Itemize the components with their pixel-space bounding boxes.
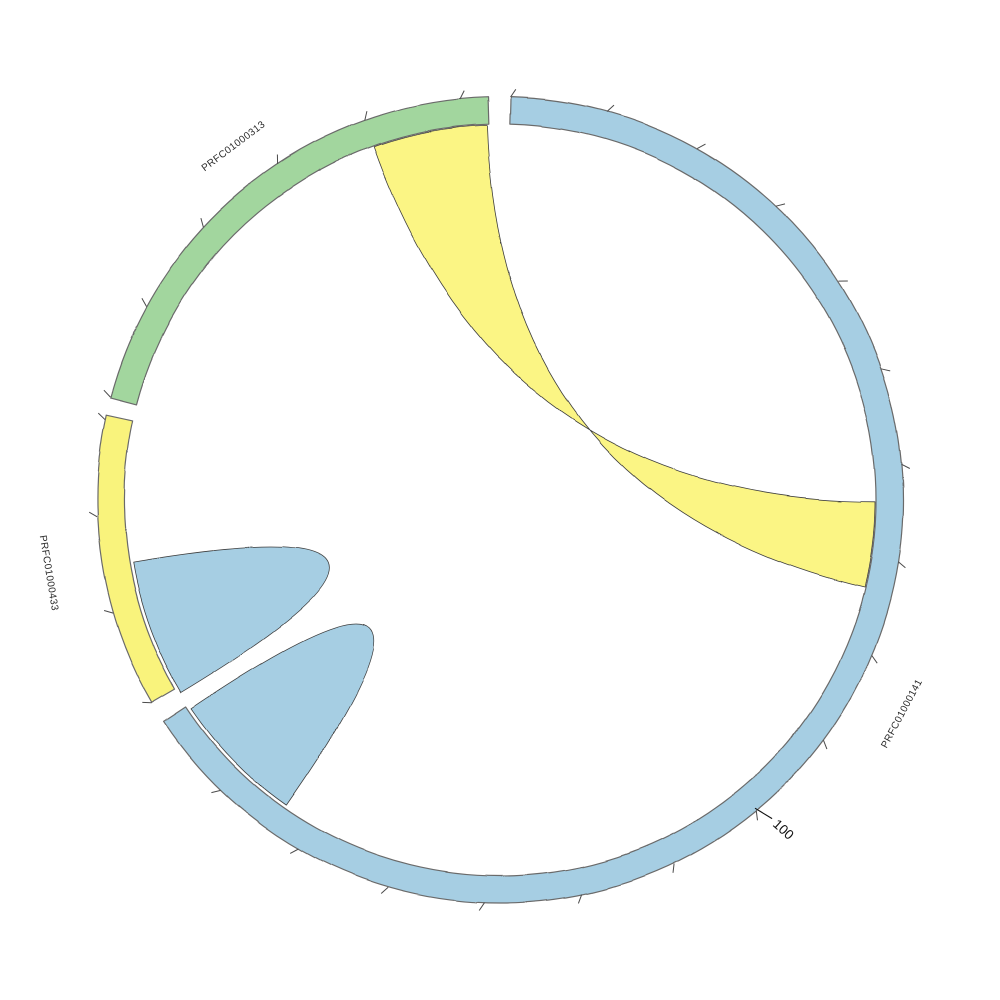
axis-ticks-layer bbox=[88, 89, 911, 911]
sector-arc-PRFC01000433 bbox=[96, 413, 176, 704]
sector-label-PRFC01000141: PRFC01000141 bbox=[879, 677, 925, 750]
axis-tick bbox=[880, 368, 891, 372]
axis-tick bbox=[103, 610, 114, 614]
ribbons-layer bbox=[132, 124, 876, 806]
axis-tick bbox=[510, 89, 517, 98]
axis-tick bbox=[459, 90, 465, 100]
axis-tick bbox=[380, 886, 389, 894]
axis-tick bbox=[200, 217, 204, 228]
sector-arcs-layer bbox=[96, 96, 904, 904]
axis-tick bbox=[897, 561, 906, 569]
axis-tick bbox=[97, 412, 106, 421]
axis-tick bbox=[755, 810, 758, 821]
ribbon-fold-141 bbox=[191, 623, 375, 806]
axis-tick bbox=[901, 463, 911, 469]
axis-tick bbox=[606, 104, 615, 112]
axis-tick bbox=[211, 789, 221, 794]
ribbon-fold-433 bbox=[132, 546, 330, 694]
axis-tick bbox=[696, 143, 706, 150]
axis-tick bbox=[775, 203, 786, 207]
sector-arc-PRFC01000313 bbox=[109, 96, 490, 405]
axis-tick bbox=[577, 894, 583, 904]
axis-tick bbox=[672, 863, 675, 873]
ribbon-link-313-to-141 bbox=[373, 124, 876, 588]
axis-tick bbox=[88, 511, 98, 518]
axis-tick bbox=[141, 297, 147, 307]
axis-tick bbox=[823, 740, 828, 750]
axis-tick bbox=[364, 111, 368, 121]
sector-label-PRFC01000433: PRFC01000433 bbox=[37, 534, 60, 611]
sector-arc-PRFC01000141 bbox=[162, 96, 904, 904]
axis-tick bbox=[871, 655, 878, 664]
tick-leader-line bbox=[754, 807, 773, 820]
sector-label-PRFC01000313: PRFC01000313 bbox=[200, 119, 268, 174]
axis-tick bbox=[289, 848, 299, 854]
tick-label-100: 100 bbox=[770, 816, 797, 842]
axis-tick bbox=[103, 389, 111, 398]
axis-tick bbox=[478, 902, 485, 911]
